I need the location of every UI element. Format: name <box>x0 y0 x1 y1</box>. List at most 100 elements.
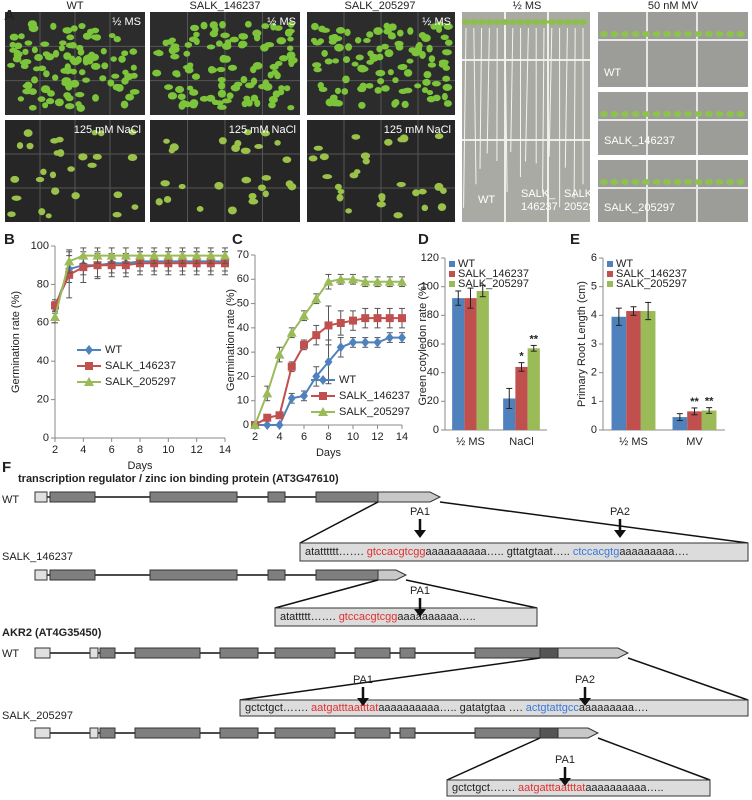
seedling <box>71 192 80 200</box>
seedling <box>312 40 323 46</box>
seedling <box>268 101 276 109</box>
seedling <box>532 19 541 25</box>
mv-label: SALK_205297 <box>604 202 675 214</box>
seedling <box>76 44 84 51</box>
y-tick-label: 100 <box>421 281 439 293</box>
seedling <box>631 111 640 117</box>
seedling <box>129 89 140 95</box>
significance: ** <box>690 396 699 408</box>
seedling <box>426 44 433 53</box>
marker <box>398 314 406 323</box>
seedling <box>99 75 107 82</box>
seedling <box>193 31 200 38</box>
seedling <box>61 80 71 87</box>
seedling <box>726 31 734 37</box>
marker <box>220 250 230 260</box>
exon <box>99 727 116 739</box>
utr <box>377 569 408 581</box>
seedling <box>563 19 572 25</box>
seedling <box>217 89 227 98</box>
root-label: 205297 <box>564 201 601 213</box>
seedling <box>426 90 434 96</box>
seedling <box>621 31 629 37</box>
bar <box>687 411 702 430</box>
marker <box>324 321 333 330</box>
seedling <box>186 85 194 91</box>
marker <box>385 332 394 343</box>
seedling <box>16 142 24 149</box>
seedling <box>160 180 170 187</box>
marker <box>318 407 328 416</box>
seedling <box>332 58 340 64</box>
seedling <box>27 20 38 29</box>
bar <box>503 398 516 430</box>
utr <box>557 727 600 739</box>
seedling <box>91 129 98 136</box>
pa-arrowhead <box>357 698 369 706</box>
legend-swatch <box>607 261 613 267</box>
exon <box>354 647 391 659</box>
seedling <box>319 153 329 161</box>
x-tick-label: 6 <box>109 444 115 456</box>
seedling <box>78 23 86 30</box>
seedling <box>168 37 176 43</box>
seedling <box>384 138 393 146</box>
seedling <box>652 111 661 117</box>
exon <box>315 569 379 581</box>
seedling <box>218 137 227 145</box>
seedling <box>336 193 344 202</box>
panel-letter: E <box>570 231 580 248</box>
seedling <box>45 98 55 105</box>
exon <box>274 647 336 659</box>
connector <box>405 579 538 609</box>
seedling <box>234 139 242 147</box>
seedling <box>376 53 384 61</box>
x-axis-label: Days <box>316 447 342 459</box>
panel-letter: F <box>2 459 11 476</box>
exon <box>315 491 379 503</box>
seedling <box>100 47 107 55</box>
sequence-part: aaaaaaaaaa….. gatatgtaa …. <box>378 702 525 714</box>
seedling <box>162 39 170 47</box>
seedling <box>736 31 745 37</box>
seedling <box>167 92 178 100</box>
legend-swatch <box>607 271 613 277</box>
column-title: WT <box>66 0 83 12</box>
x-tick-label: ½ MS <box>619 436 648 448</box>
seedling <box>50 138 59 144</box>
seedling <box>663 31 671 37</box>
sequence-part: aaaaaaaaaa….. gttatgtaat….. <box>425 546 572 558</box>
gene-title: transcription regulator / zinc ion bindi… <box>18 473 339 485</box>
seedling <box>344 28 351 37</box>
seedling <box>288 59 295 68</box>
root-label: WT <box>478 194 495 206</box>
x-tick-label: 14 <box>396 431 408 443</box>
seedling <box>120 100 129 109</box>
seedling <box>82 77 91 83</box>
seedling <box>252 29 262 37</box>
panel-letter: B <box>4 231 15 248</box>
exon <box>219 647 259 659</box>
seedling <box>334 43 344 52</box>
seedling <box>373 27 383 35</box>
seedling <box>38 208 46 216</box>
exon <box>274 727 336 739</box>
marker <box>65 270 74 279</box>
seedling <box>130 64 137 71</box>
seedling <box>268 95 278 104</box>
marker <box>361 337 370 348</box>
root-label: SALK_ <box>521 188 556 200</box>
seedling <box>238 33 245 39</box>
x-tick-label: NaCl <box>509 436 533 448</box>
seedling <box>341 88 349 95</box>
connector <box>597 737 711 781</box>
y-tick-label: 60 <box>37 317 49 329</box>
seedling <box>313 67 322 73</box>
x-tick-label: 6 <box>301 431 307 443</box>
seedling <box>260 130 271 137</box>
seedling <box>673 111 682 117</box>
root-label: 146237 <box>521 201 558 213</box>
marker <box>373 337 382 348</box>
marker <box>51 301 59 310</box>
pa-site: PA2 <box>610 506 630 518</box>
